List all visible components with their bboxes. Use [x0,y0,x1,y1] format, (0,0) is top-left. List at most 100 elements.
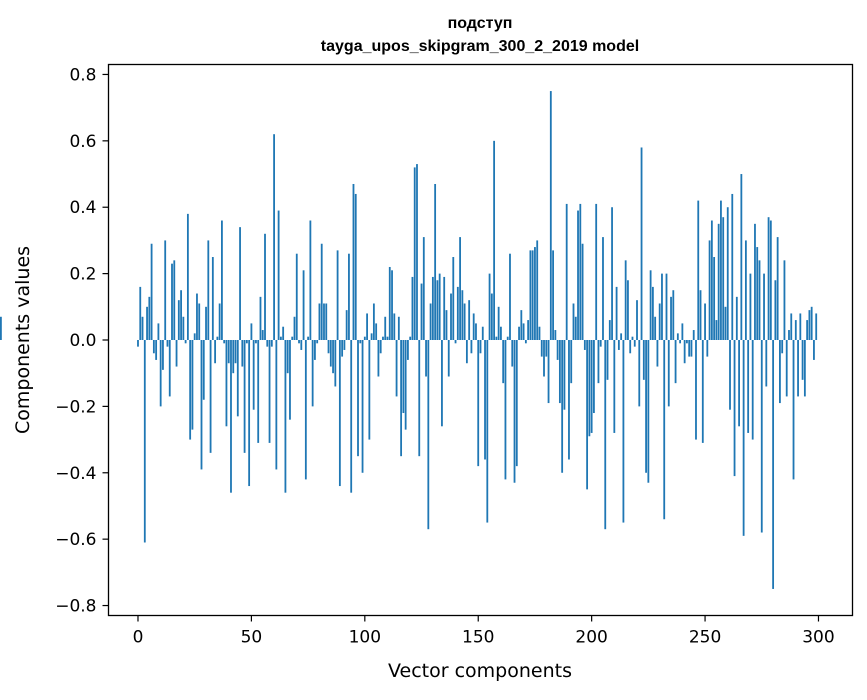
bar [186,213,189,340]
bar [341,340,344,357]
y-tick-label: 0.8 [69,65,96,85]
bar [198,303,201,340]
bar [316,340,319,344]
bar [368,340,371,440]
bar [488,273,491,340]
x-tick-label: 100 [349,628,381,648]
bar [781,340,784,354]
bar [230,340,232,493]
bar [701,340,704,443]
bar [686,340,688,344]
bar [250,323,253,340]
bar [695,340,697,440]
bar [617,340,620,350]
bar [765,340,768,387]
bar [314,340,316,360]
bar [334,340,337,387]
bar [189,340,192,440]
bar [779,340,781,404]
bar [465,340,468,364]
bar [397,316,400,340]
bar [593,340,595,414]
bar [345,310,348,340]
bar [540,340,543,357]
bar [298,340,300,344]
bar [597,340,600,384]
bar [629,340,632,354]
bar [792,340,795,480]
bar [481,326,484,340]
bar [661,273,663,340]
bar [563,340,566,410]
bar [545,340,548,357]
bar [472,313,475,340]
bar [754,223,756,340]
bar [620,333,623,340]
bar [372,303,375,340]
bar [606,340,609,380]
bar [325,303,328,340]
bar [797,340,799,397]
bar [713,257,716,340]
bar [615,286,618,340]
bar [611,207,613,340]
bar [241,340,244,367]
bar [556,340,559,360]
bar [284,340,287,493]
bar [300,340,303,350]
bar [411,276,414,340]
bar [395,340,398,397]
bar [568,340,570,460]
bar [604,340,607,530]
bar [207,240,210,340]
bar [558,340,561,404]
bar [304,340,307,480]
bar [427,340,430,530]
bar [788,330,790,340]
bar [248,340,251,487]
bar [636,300,638,340]
bar [234,340,237,364]
x-tick-label: 250 [689,628,721,648]
bar [261,330,264,340]
bar [175,340,178,367]
bar [171,263,173,340]
bar [783,260,786,340]
x-tick-label: 200 [575,628,607,648]
y-tick-label: 0.2 [69,265,96,285]
bar [638,340,641,407]
bar [479,340,482,354]
bar [270,340,273,347]
y-axis-ticks: −0.8 −0.6 −0.4 −0.2 0.0 0.2 0.4 0.6 0.8 [55,65,109,617]
bar [318,303,321,340]
bar [518,326,520,340]
bar [504,340,507,480]
bar [529,250,532,340]
bar [749,273,752,340]
bar [738,340,740,427]
bar [622,340,625,523]
bar [275,340,278,470]
bar [291,336,294,340]
bar [515,340,518,467]
bar [155,340,158,360]
bar [497,306,500,340]
bar [758,260,761,340]
chart-title-line-1: подступ [448,15,513,32]
x-tick-label: 50 [241,628,263,648]
bar [438,273,441,340]
bar [379,340,382,354]
bar [425,340,427,377]
bar [384,316,387,340]
bar [769,220,772,340]
bar [774,280,777,340]
bar [329,340,332,367]
bar [202,340,205,400]
bar [402,340,405,414]
bar [388,266,391,340]
bar [808,310,811,340]
bar [400,340,403,457]
bar [583,340,586,350]
bar [751,340,754,440]
bar [810,306,813,340]
